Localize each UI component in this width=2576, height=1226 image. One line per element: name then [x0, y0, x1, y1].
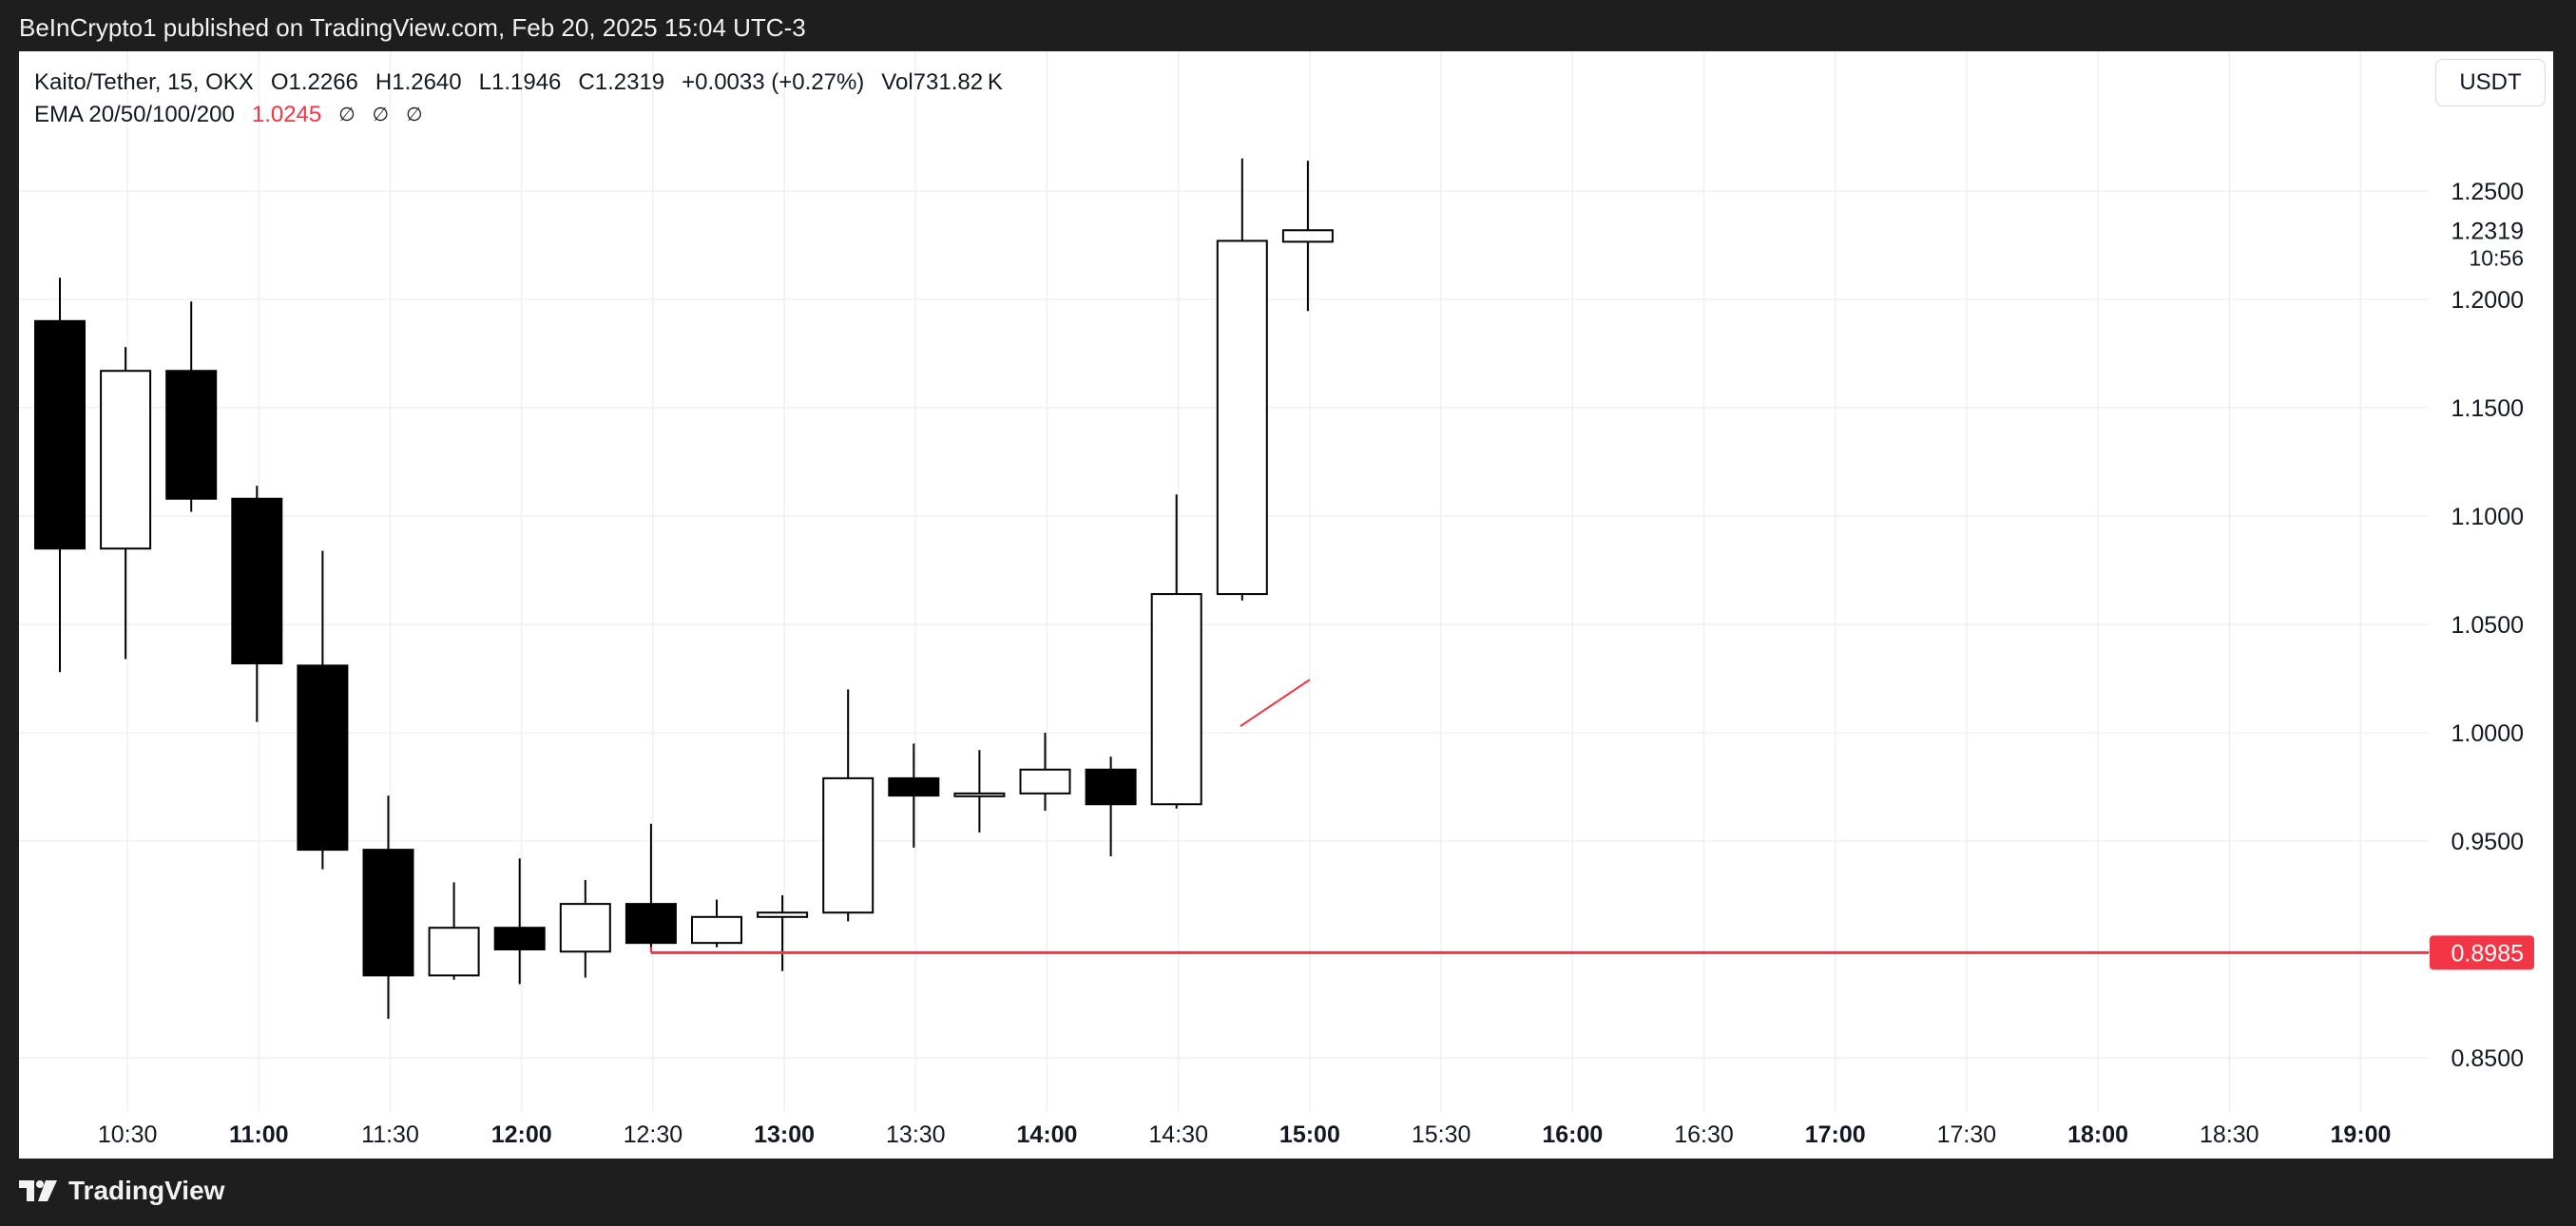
candle-body — [625, 903, 677, 945]
price-tick-label: 0.8500 — [2451, 1045, 2524, 1072]
candle-body — [757, 911, 809, 918]
time-tick-label: 15:30 — [1412, 1121, 1471, 1148]
time-tick-label: 17:30 — [1937, 1121, 1997, 1148]
candle — [428, 882, 480, 980]
volume-value: Vol731.82 K — [881, 69, 1003, 95]
price-tick-label: 1.1500 — [2451, 395, 2524, 422]
candle — [297, 550, 349, 870]
candle — [625, 823, 677, 952]
candle-body — [231, 497, 283, 665]
candle-body — [100, 370, 152, 550]
ema-na-icon: ∅ — [372, 105, 390, 125]
time-tick-label: 14:00 — [1017, 1121, 1078, 1148]
ema-na-icon: ∅ — [406, 105, 423, 125]
candle-body — [165, 370, 218, 500]
candle — [1150, 494, 1202, 809]
candle — [231, 486, 283, 722]
candle — [1216, 158, 1268, 601]
top-bar: BeInCrypto1 published on TradingView.com… — [0, 0, 2576, 51]
price-tick-label: 1.2000 — [2451, 287, 2524, 314]
candle — [822, 689, 875, 922]
candle-body — [362, 849, 414, 977]
high-value: H1.2640 — [375, 69, 462, 95]
candle-body — [691, 915, 742, 945]
support-price-badge — [2430, 935, 2534, 970]
time-tick-label: 12:00 — [491, 1121, 552, 1148]
price-tick-label: 1.0000 — [2451, 720, 2524, 747]
price-tick-label: 0.9500 — [2451, 829, 2524, 855]
currency-button[interactable]: USDT — [2435, 59, 2546, 106]
time-tick-label: 13:00 — [754, 1121, 815, 1148]
time-tick-label: 12:30 — [624, 1121, 683, 1148]
price-tick-label: 1.1000 — [2451, 504, 2524, 530]
candle-body — [1281, 229, 1334, 243]
candle — [34, 278, 86, 673]
candle — [1281, 161, 1334, 312]
low-value: L1.1946 — [478, 69, 562, 95]
candle — [757, 895, 809, 971]
time-tick-label: 17:00 — [1805, 1121, 1866, 1148]
tradingview-logo-icon — [19, 1180, 57, 1201]
ema-value: 1.0245 — [251, 102, 322, 127]
close-value: C1.2319 — [578, 69, 665, 95]
candle — [691, 899, 742, 948]
candle-body — [1085, 768, 1137, 806]
candle-body — [1019, 768, 1071, 795]
candle-body — [1216, 239, 1268, 596]
candle — [100, 347, 152, 660]
time-tick-label: 10:30 — [98, 1121, 158, 1148]
price-axis: 0.8500 0.9500 1.0000 1.0500 1.1000 1.1500 1.20… — [2451, 179, 2524, 1072]
time-tick-label: 16:00 — [1542, 1121, 1603, 1148]
symbol-label[interactable]: Kaito/Tether, 15, OKX — [34, 69, 254, 95]
support-price-label: 0.8985 — [2451, 940, 2524, 967]
price-tick-label: 1.0500 — [2451, 612, 2524, 639]
time-tick-label: 14:30 — [1148, 1121, 1208, 1148]
candle — [1085, 757, 1137, 856]
time-tick-label: 18:00 — [2067, 1121, 2128, 1148]
time-tick-label: 16:30 — [1674, 1121, 1734, 1148]
time-tick-label: 13:30 — [886, 1121, 946, 1148]
candle-body — [493, 927, 546, 951]
candles — [34, 158, 1334, 1019]
last-price-label: 1.2319 — [2451, 218, 2524, 244]
candle-body — [1150, 593, 1202, 806]
price-tick-label: 1.2500 — [2451, 179, 2524, 205]
time-tick-label: 19:00 — [2331, 1121, 2392, 1148]
chart-legend: Kaito/Tether, 15, OKX O1.2266 H1.2640 L1… — [34, 67, 1003, 131]
tradingview-brand[interactable]: TradingView — [19, 1176, 224, 1206]
ema-na-icon: ∅ — [338, 105, 356, 125]
candle — [1019, 733, 1071, 812]
candle-body — [953, 792, 1006, 797]
time-axis: 10:30 11:00 11:30 12:00 12:30 13:00 13:30 14:00… — [98, 1121, 2392, 1148]
candle — [362, 795, 414, 1019]
candle-body — [559, 903, 611, 953]
candle-body — [822, 776, 875, 914]
bar-countdown-label: 10:56 — [2469, 245, 2524, 270]
brand-name: TradingView — [68, 1176, 225, 1205]
publish-info: BeInCrypto1 published on TradingView.com… — [19, 13, 806, 42]
ema-label[interactable]: EMA 20/50/100/200 — [34, 102, 235, 127]
candle-body — [34, 319, 86, 550]
candle — [165, 301, 218, 512]
overlays: 0.8985 — [649, 679, 2534, 970]
change-value: +0.0033 (+0.27%) — [682, 69, 865, 95]
bottom-bar: TradingView — [0, 1159, 2576, 1226]
time-tick-label: 11:00 — [229, 1121, 289, 1148]
candle-body — [428, 927, 480, 977]
candle-body — [297, 664, 349, 852]
candle — [493, 858, 546, 985]
time-tick-label: 15:00 — [1279, 1121, 1340, 1148]
time-tick-label: 11:30 — [361, 1121, 419, 1148]
open-value: O1.2266 — [270, 69, 358, 95]
candle — [953, 750, 1006, 833]
candle — [559, 880, 611, 978]
ema20-line — [1240, 679, 1311, 727]
candle-body — [888, 776, 940, 797]
candle — [888, 743, 940, 848]
time-tick-label: 18:30 — [2200, 1121, 2259, 1148]
